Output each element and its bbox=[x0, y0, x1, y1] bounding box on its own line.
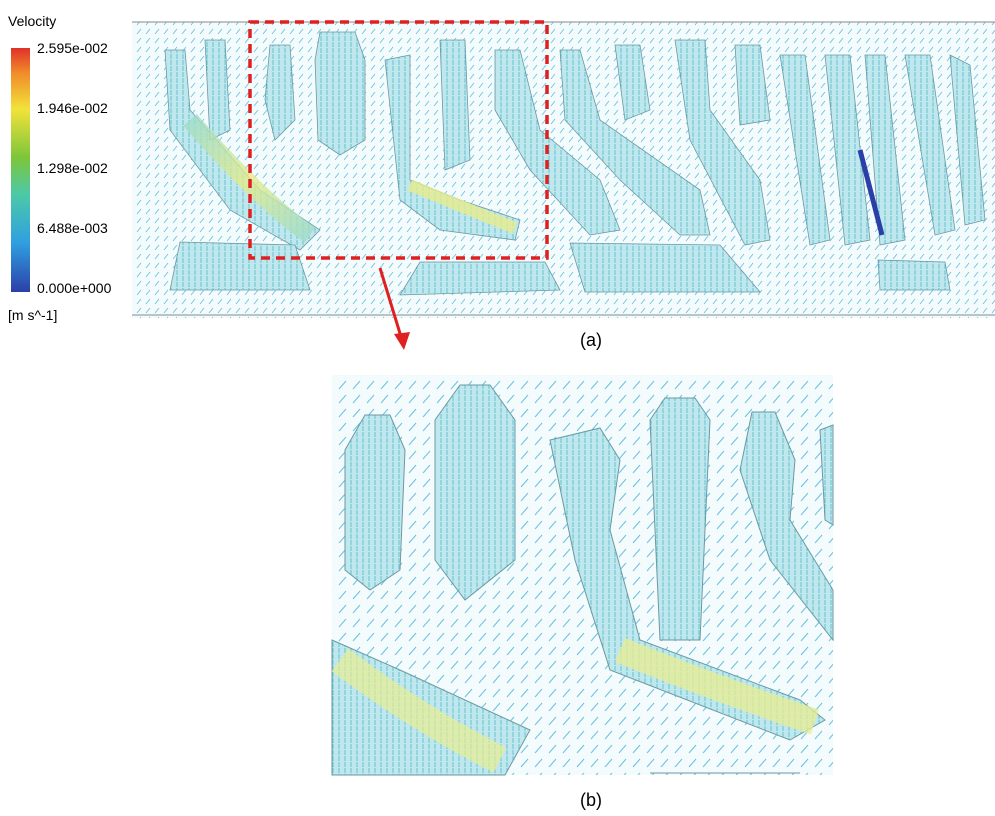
legend-tick-label: 1.946e-002 bbox=[37, 100, 108, 116]
caption-b: (b) bbox=[580, 790, 602, 810]
legend-tick-label: 6.488e-003 bbox=[37, 220, 108, 236]
legend-ticks: 2.595e-002 1.946e-002 1.298e-002 6.488e-003… bbox=[37, 40, 112, 296]
zoom-box bbox=[248, 20, 549, 260]
caption-a: (a) bbox=[580, 330, 602, 350]
legend-tick-label: 0.000e+000 bbox=[37, 280, 112, 296]
zoom-arrow bbox=[378, 267, 404, 341]
legend-title: Velocity bbox=[8, 13, 56, 29]
panel-b: (b) bbox=[331, 375, 834, 810]
legend-unit: [m s^-1] bbox=[8, 307, 57, 323]
obstacles bbox=[164, 31, 986, 296]
color-bar bbox=[11, 48, 30, 292]
legend-tick-label: 1.298e-002 bbox=[37, 160, 108, 176]
legend-tick-label: 2.595e-002 bbox=[37, 40, 108, 56]
panel-a: (a) bbox=[132, 20, 995, 350]
